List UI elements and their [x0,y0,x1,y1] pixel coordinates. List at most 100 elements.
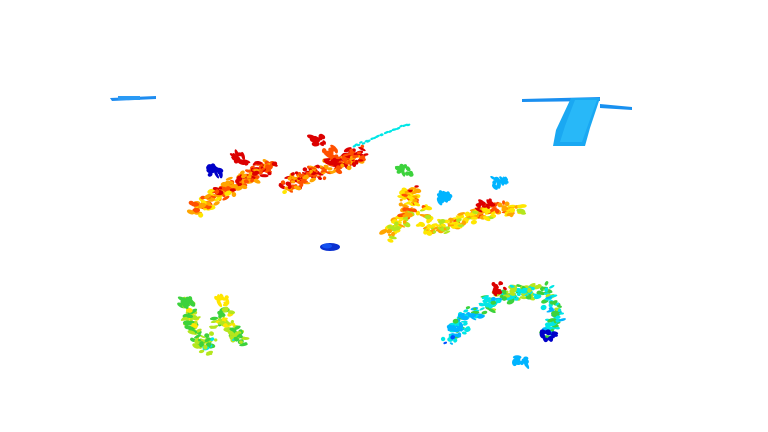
point-blob [501,296,507,301]
point-blob [290,180,296,184]
point-blob [227,330,235,336]
point-blob [363,153,369,156]
point-blob [393,128,397,131]
point-blob [380,133,384,137]
point-blob [299,182,304,188]
point-blob [406,208,415,212]
point-blob [182,313,188,318]
point-blob [265,164,270,170]
point-blob [426,230,433,236]
point-blob [386,229,393,234]
point-blob [490,296,496,302]
point-blob [204,193,212,199]
point-blob [203,344,208,350]
point-blob [342,153,351,157]
point-blob [544,281,549,286]
point-blob [186,297,194,304]
point-blob [385,130,389,134]
point-blob [443,341,448,345]
point-blob [402,220,407,224]
point-blob [267,171,272,176]
point-blob [465,306,471,310]
point-blob [222,195,230,201]
point-blob [346,165,352,171]
point-blob [479,307,485,311]
point-blob [236,159,245,163]
point-blob [223,310,228,313]
point-blob [464,326,471,333]
point-blob [467,313,477,318]
point-blob [408,172,414,177]
point-blob [225,185,233,190]
point-blob [424,214,432,220]
point-blob [334,154,339,158]
point-blob [367,139,371,143]
point-blob [490,300,497,305]
point-blob [494,178,502,184]
point-blob [197,338,201,342]
point-blob [294,171,299,175]
point-blob [438,192,441,198]
point-blob [470,219,477,225]
point-blob [488,198,492,203]
point-blob [527,291,533,295]
point-blob [387,238,394,243]
point-blob [209,316,219,321]
point-blob [319,141,324,146]
point-blob [231,155,236,160]
point-blob [182,320,192,326]
point-blob [243,179,250,184]
point-blob [299,173,305,178]
point-blob [394,165,402,169]
point-blob [469,208,477,212]
point-blob [453,338,458,343]
point-blob [220,181,229,187]
point-blob [440,194,445,204]
point-blob [323,158,331,161]
point-blob [192,207,201,213]
point-blob [421,206,430,211]
point-blob [432,230,437,234]
point-blob [487,307,496,314]
point-blob [497,202,503,208]
point-blob [210,325,219,329]
point-blob [456,218,462,222]
point-blob [217,310,226,317]
point-blob [324,170,331,175]
point-blob [516,292,521,297]
point-blob [238,333,242,337]
point-blob [413,188,422,194]
point-blob [489,202,494,207]
point-blob [481,205,487,208]
point-blob [189,338,196,342]
point-blob [352,154,359,159]
point-blob [214,196,222,202]
point-blob [555,302,560,306]
point-blob [481,207,490,213]
point-blob [388,130,393,133]
point-blob [509,287,517,294]
point-blob [387,233,392,237]
point-blob [199,341,204,346]
point-blob [214,338,218,342]
point-blob [320,169,326,173]
point-blob [327,167,333,171]
point-blob [461,331,467,335]
point-blob [258,171,264,175]
point-blob [558,318,567,322]
point-blob [289,190,294,193]
point-blob [198,349,205,354]
point-blob [244,169,251,173]
point-blob [396,126,401,130]
point-blob [207,172,213,177]
point-blob [492,183,498,190]
point-blob [376,134,380,138]
point-blob [206,205,212,210]
top-left-streak [110,96,156,101]
point-blob [390,231,396,237]
point-blob [282,189,287,195]
point-blob [343,147,352,153]
point-blob [477,205,481,210]
point-blob [478,302,485,306]
